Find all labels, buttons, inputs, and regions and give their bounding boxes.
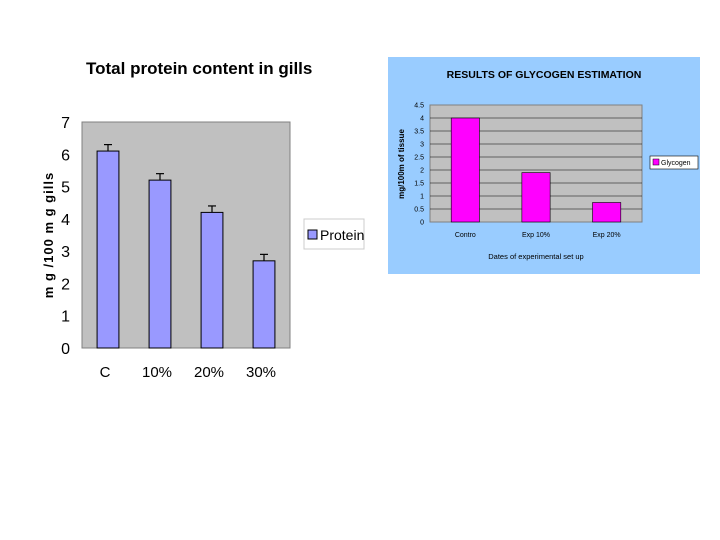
protein-y-tick-label: 2	[61, 276, 70, 293]
glycogen-bar	[521, 172, 551, 223]
protein-y-tick-label: 1	[61, 309, 70, 326]
glycogen-x-tick-label: Contro	[455, 232, 476, 239]
protein-y-tick-label: 0	[61, 341, 70, 358]
protein-y-axis-label: m g /100 m g gills	[41, 172, 56, 298]
protein-y-tick-label: 6	[61, 147, 70, 164]
glycogen-y-tick-label: 2	[420, 168, 424, 175]
protein-x-tick-label: 30%	[246, 364, 276, 381]
glycogen-y-tick-label: 3	[420, 142, 424, 149]
protein-y-tick-label: 5	[61, 180, 70, 197]
protein-bar	[96, 150, 120, 349]
protein-bar	[252, 260, 276, 349]
glycogen-x-tick-label: Exp 10%	[522, 232, 550, 239]
protein-chart: Total protein content in gills m g /100 …	[41, 59, 365, 381]
protein-legend: Protein	[303, 218, 365, 250]
protein-x-tick-label: 20%	[194, 364, 224, 381]
protein-y-tick-label: 4	[61, 212, 70, 229]
glycogen-y-tick-label: 4.5	[414, 103, 424, 110]
protein-y-tick-label: 7	[61, 115, 70, 132]
glycogen-y-tick-label: 0.5	[414, 207, 424, 214]
protein-legend-label: Protein	[320, 227, 364, 243]
glycogen-y-tick-label: 0	[420, 220, 424, 227]
protein-y-tick-label: 3	[61, 244, 70, 261]
glycogen-x-tick-label: Exp 20%	[593, 232, 621, 239]
glycogen-chart-title: RESULTS OF GLYCOGEN ESTIMATION	[447, 69, 642, 81]
glycogen-y-axis-label: mg/100m of tissue	[397, 129, 406, 199]
glycogen-y-tick-label: 2.5	[414, 155, 424, 162]
glycogen-y-tick-label: 3.5	[414, 129, 424, 136]
protein-bar	[148, 179, 172, 349]
glycogen-y-tick-label: 4	[420, 116, 424, 123]
protein-bar	[200, 211, 224, 349]
glycogen-legend-swatch	[652, 158, 660, 166]
glycogen-y-tick-label: 1.5	[414, 181, 424, 188]
protein-chart-title: Total protein content in gills	[86, 59, 312, 78]
glycogen-y-tick-label: 1	[420, 194, 424, 201]
glycogen-legend-label: Glycogen	[661, 160, 691, 167]
glycogen-x-axis-label: Dates of experimental set up	[488, 252, 583, 261]
glycogen-legend: Glycogen	[649, 155, 699, 170]
glycogen-bar	[592, 202, 622, 223]
glycogen-chart: RESULTS OF GLYCOGEN ESTIMATION mg/100m o…	[388, 57, 700, 274]
glycogen-bar	[450, 117, 480, 223]
protein-legend-swatch	[307, 229, 318, 240]
protein-x-tick-label: C	[100, 364, 111, 381]
protein-x-tick-label: 10%	[142, 364, 172, 381]
